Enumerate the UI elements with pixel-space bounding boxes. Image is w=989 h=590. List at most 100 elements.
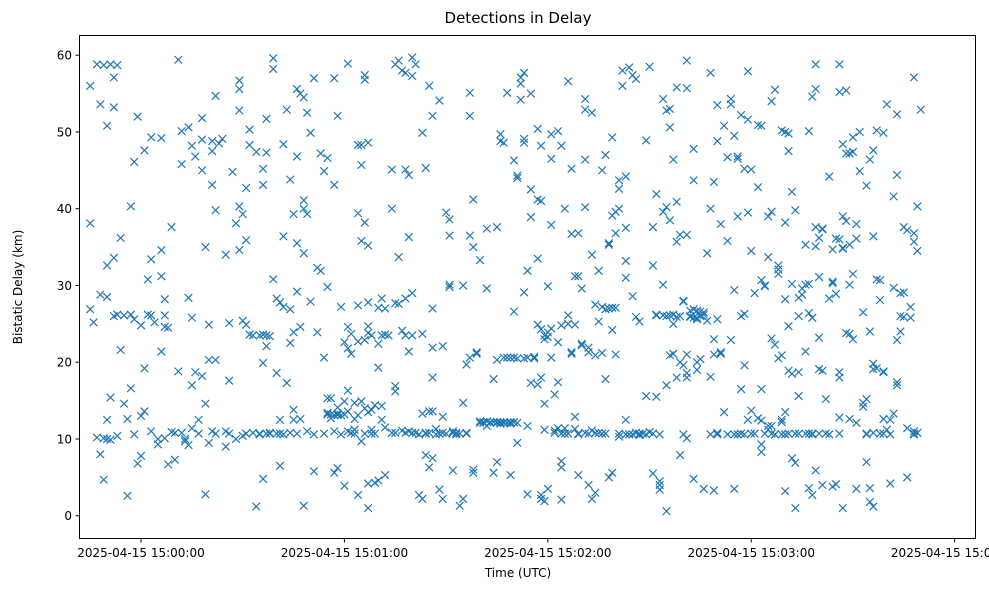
data-point	[628, 291, 637, 301]
data-point	[587, 250, 597, 259]
data-point	[519, 288, 529, 297]
data-point	[231, 434, 241, 444]
data-point	[336, 410, 346, 420]
data-point	[435, 96, 444, 105]
data-point	[852, 484, 861, 494]
data-point	[221, 442, 231, 451]
data-point	[675, 311, 685, 321]
data-point	[747, 429, 756, 438]
data-point	[862, 457, 871, 467]
data-point	[658, 94, 668, 104]
data-point	[872, 275, 881, 284]
data-point	[536, 490, 546, 500]
data-point	[330, 468, 339, 477]
data-point	[841, 86, 851, 95]
data-point	[187, 141, 197, 150]
data-point	[902, 225, 912, 235]
data-point	[102, 261, 112, 270]
data-point	[241, 429, 251, 438]
data-point	[194, 415, 203, 425]
data-point	[557, 429, 566, 438]
data-point	[146, 133, 156, 142]
data-point	[360, 335, 369, 345]
data-point	[113, 60, 122, 70]
data-point	[292, 287, 302, 296]
data-point	[672, 312, 681, 322]
data-point	[550, 390, 559, 399]
data-point	[723, 153, 732, 162]
data-point	[641, 136, 651, 145]
data-point	[346, 329, 356, 339]
data-point	[201, 399, 210, 408]
data-point	[235, 202, 244, 211]
data-point	[408, 53, 417, 62]
data-point	[848, 334, 858, 344]
data-point	[119, 311, 129, 320]
data-point	[835, 60, 844, 69]
data-point	[438, 412, 447, 421]
data-point	[133, 459, 142, 468]
data-point	[689, 144, 698, 154]
data-point	[604, 473, 614, 482]
data-point	[852, 418, 861, 428]
data-point	[492, 222, 502, 232]
data-point	[170, 428, 180, 438]
data-point	[353, 301, 363, 310]
y-axis-ticks: 0 10 20 30 40 50 60	[57, 49, 80, 523]
data-point	[763, 252, 773, 262]
data-point	[363, 503, 373, 513]
data-point	[211, 206, 220, 215]
data-point	[408, 71, 417, 81]
data-point	[113, 310, 122, 319]
data-point	[465, 353, 475, 362]
data-point	[713, 315, 722, 324]
data-point	[547, 130, 556, 139]
data-point	[692, 365, 702, 375]
data-point	[211, 91, 220, 101]
data-point	[143, 275, 153, 284]
data-point	[889, 409, 898, 418]
data-point	[289, 209, 298, 219]
data-point	[828, 277, 837, 286]
data-point	[614, 432, 624, 441]
data-point	[645, 62, 654, 71]
data-point	[570, 412, 580, 421]
data-point	[580, 105, 590, 114]
data-point	[757, 416, 766, 425]
data-point	[896, 311, 905, 321]
data-point	[340, 397, 349, 406]
data-point	[302, 108, 312, 117]
data-point	[116, 345, 125, 355]
data-point	[669, 349, 678, 359]
data-point	[472, 349, 481, 359]
data-point	[567, 164, 576, 174]
data-point	[255, 429, 264, 438]
data-point	[252, 502, 261, 511]
data-point	[560, 204, 570, 213]
data-point	[902, 424, 912, 433]
data-point	[482, 284, 492, 293]
data-point	[655, 430, 664, 439]
data-point	[713, 136, 722, 146]
data-point	[580, 428, 590, 438]
data-point	[574, 229, 583, 238]
data-point	[85, 305, 95, 314]
data-point	[96, 450, 105, 459]
data-point	[357, 397, 366, 406]
data-point	[865, 483, 875, 493]
data-point	[794, 391, 803, 401]
data-points	[85, 53, 925, 516]
data-point	[892, 110, 902, 119]
data-point	[777, 415, 786, 425]
data-point	[136, 321, 146, 330]
data-point	[235, 84, 244, 94]
data-point	[909, 237, 919, 246]
data-point	[858, 402, 868, 411]
data-point	[686, 312, 695, 322]
data-point	[892, 381, 902, 390]
data-point	[245, 330, 254, 339]
data-point	[540, 496, 549, 506]
data-point	[672, 83, 681, 92]
data-point	[136, 411, 146, 421]
